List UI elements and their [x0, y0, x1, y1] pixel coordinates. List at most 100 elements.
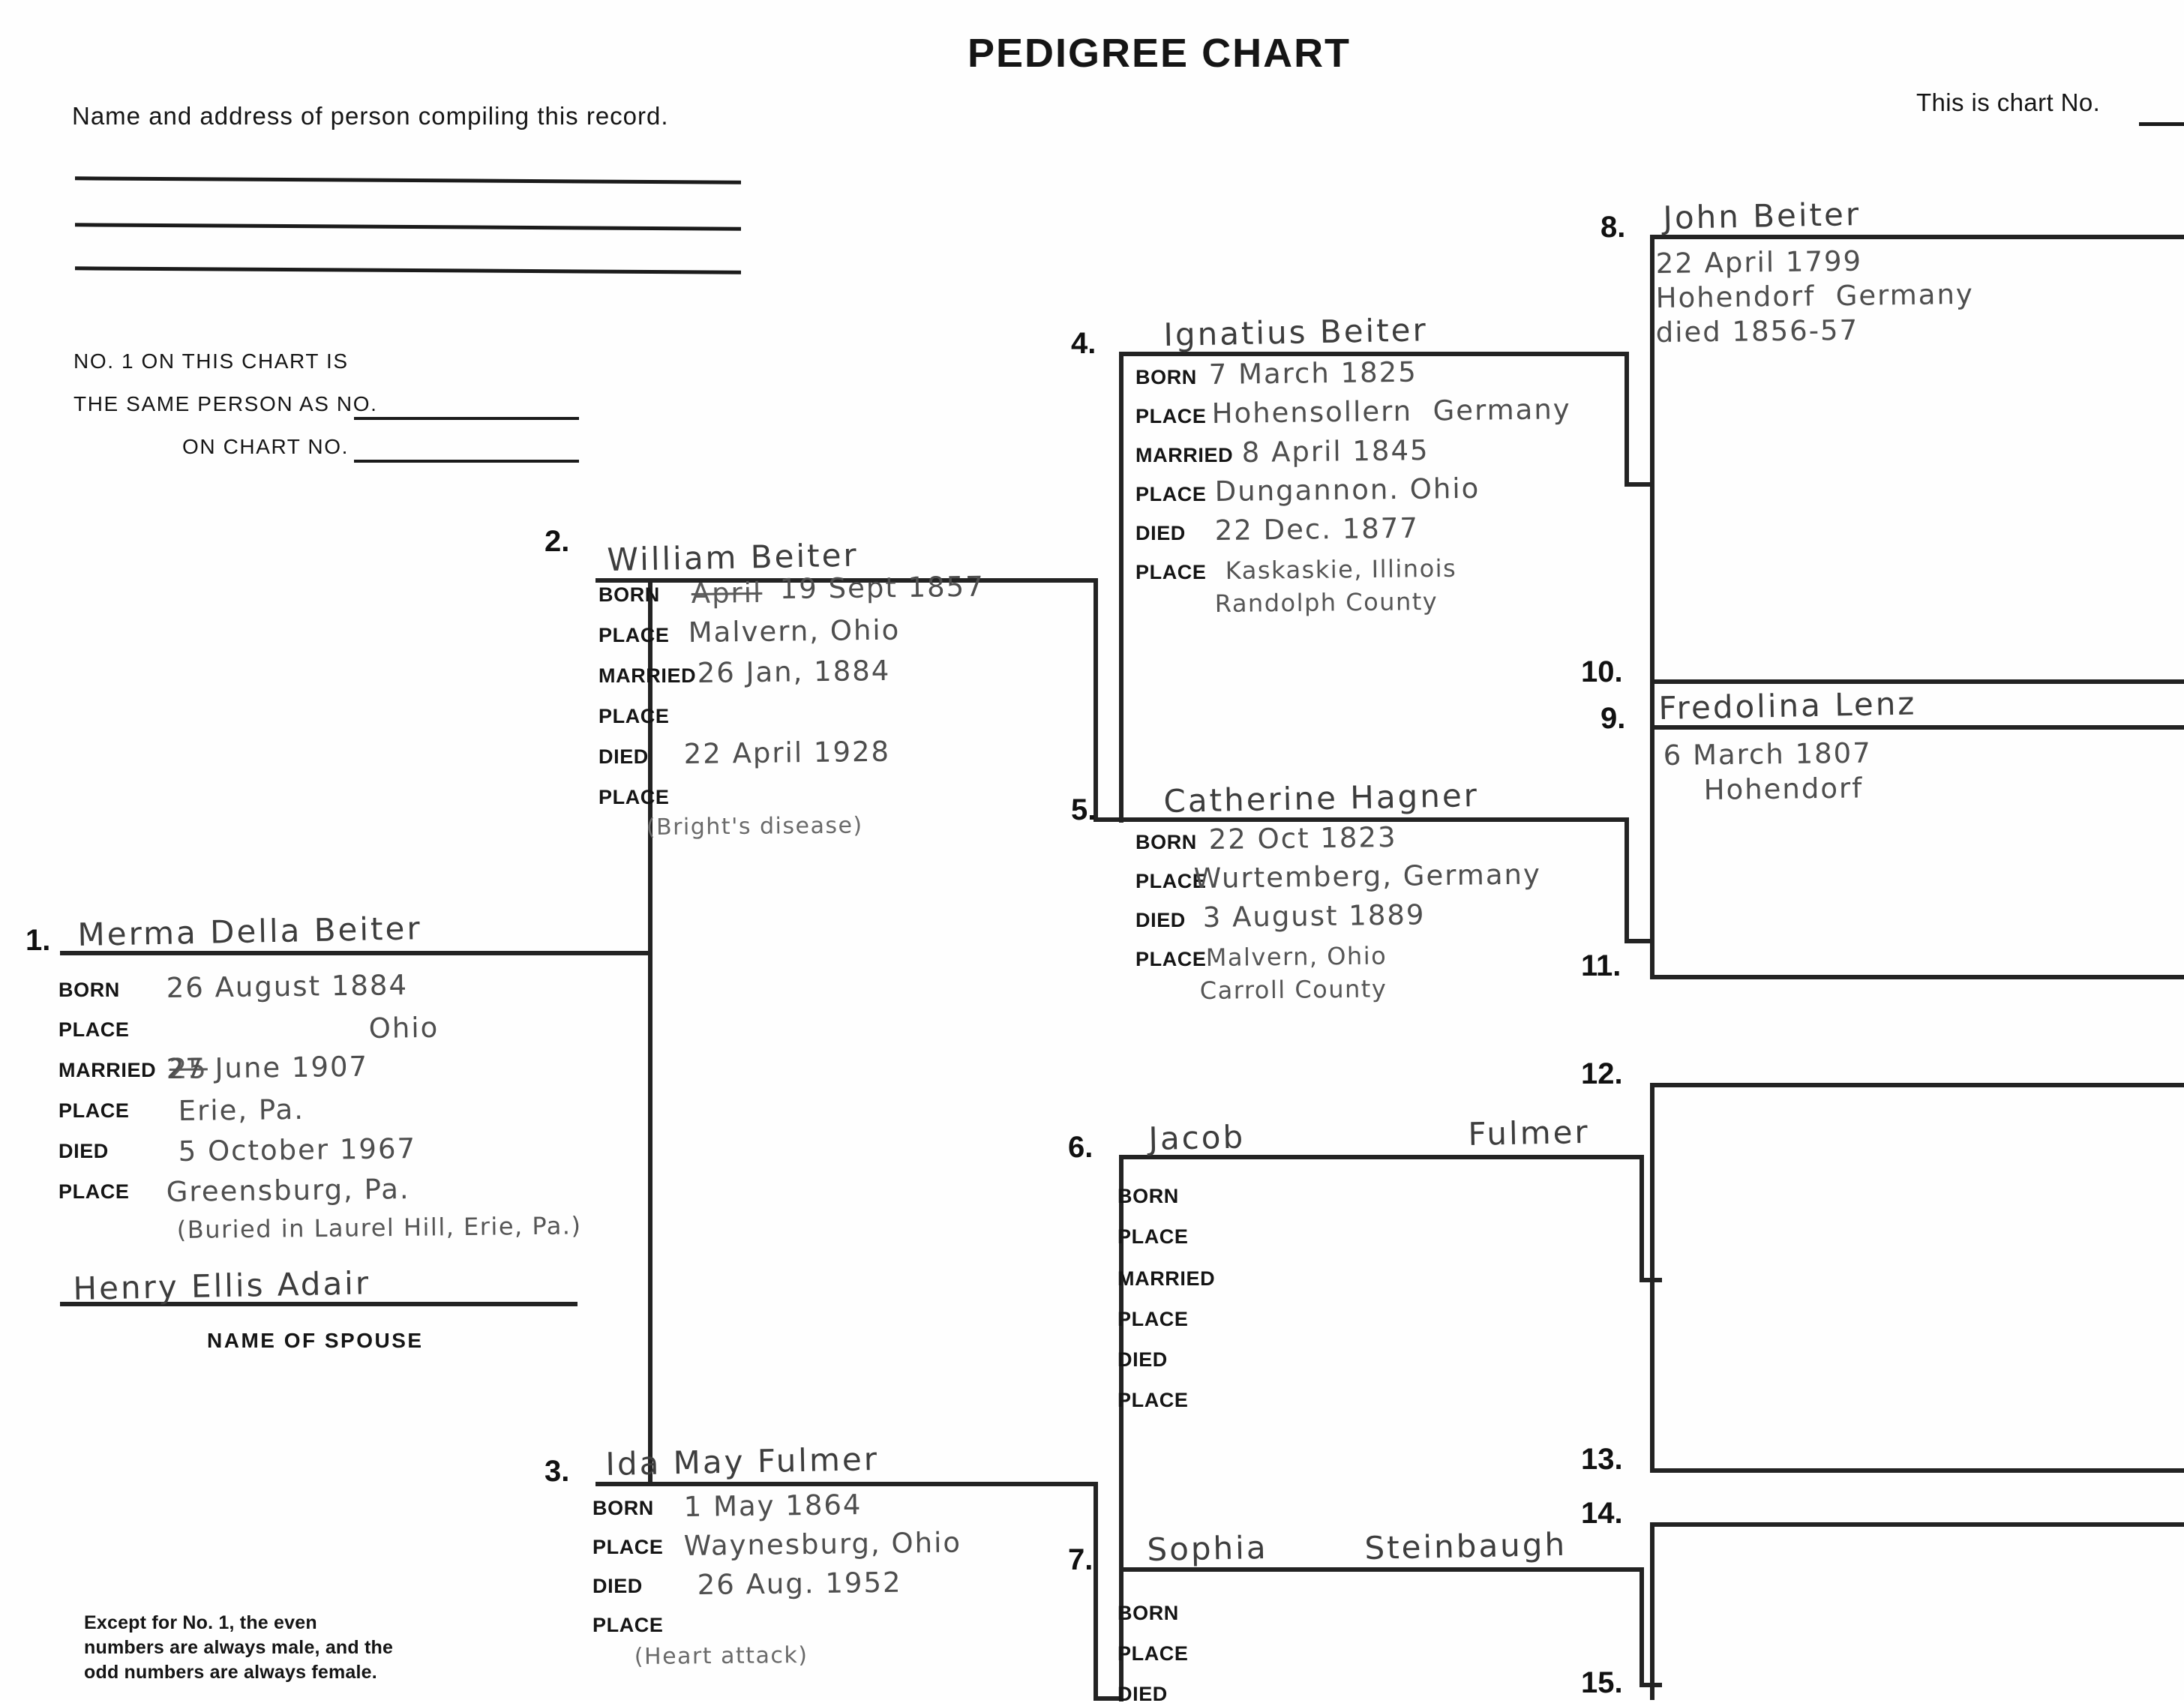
person-7-top-rule — [1119, 1567, 1644, 1572]
label-place-1: PLACE — [1136, 870, 1207, 892]
person-8-line-2[interactable]: Hohendorf Germany — [1655, 277, 1975, 314]
person-5-birth-place[interactable]: Wurtemberg, Germany — [1193, 858, 1542, 895]
label-died: DIED — [1118, 1683, 1168, 1705]
index-number-5: 5. — [1071, 793, 1096, 826]
person-6-name-last[interactable]: Fulmer — [1468, 1113, 1591, 1153]
person-2-note[interactable]: (Bright's disease) — [646, 812, 863, 841]
person-5-death-place-line2[interactable]: Carroll County — [1199, 974, 1388, 1005]
connector-7-vertical — [1640, 1567, 1644, 1687]
label-place-1: PLACE — [58, 1018, 130, 1041]
person-4-birth-place[interactable]: Hohensollern Germany — [1211, 393, 1571, 430]
person-5-died[interactable]: 3 August 1889 — [1202, 898, 1426, 934]
index-number-14: 14. — [1581, 1497, 1623, 1530]
compiler-line-2[interactable] — [74, 223, 742, 231]
compiler-line-3[interactable] — [74, 266, 742, 274]
person-5-name[interactable]: Catherine Hagner — [1163, 776, 1480, 820]
person-1-marriage-place[interactable]: Erie, Pa. — [178, 1093, 305, 1127]
person-12-top-rule — [1650, 1083, 2184, 1087]
person-2-died[interactable]: 22 April 1928 — [683, 735, 891, 770]
chart-no-label: This is chart No. — [1916, 88, 2101, 116]
person-10-top-rule — [1650, 679, 2184, 684]
connector-4-vertical — [1624, 352, 1629, 487]
person-4-died[interactable]: 22 Dec. 1877 — [1214, 511, 1420, 547]
person-2-born[interactable]: 19 Sept 1857 — [779, 570, 985, 605]
on-chart-no-blank[interactable] — [354, 460, 579, 463]
person-14-top-rule — [1650, 1522, 2184, 1527]
index-number-6: 6. — [1068, 1131, 1094, 1164]
label-place-2: PLACE — [598, 705, 670, 727]
person-6-name-first[interactable]: Jacob — [1148, 1118, 1246, 1157]
person-7-name-first[interactable]: Sophia — [1147, 1528, 1269, 1568]
index-number-4: 4. — [1071, 327, 1096, 360]
person-4-death-place-line2[interactable]: Randolph County — [1214, 586, 1438, 618]
person-4-name[interactable]: Ignatius Beiter — [1163, 311, 1429, 353]
person-3-born[interactable]: 1 May 1864 — [683, 1489, 862, 1523]
person-8-name[interactable]: John Beiter — [1663, 195, 1862, 236]
label-died: DIED — [598, 745, 649, 768]
index-number-11: 11. — [1581, 949, 1622, 982]
label-died: DIED — [1118, 1348, 1168, 1371]
label-place-1: PLACE — [592, 1536, 664, 1558]
index-number-9: 9. — [1600, 702, 1626, 735]
person-1-spouse-name[interactable]: Henry Ellis Adair — [73, 1264, 371, 1307]
label-born: BORN — [58, 979, 120, 1001]
person-1-death-place-note[interactable]: (Buried in Laurel Hill, Erie, Pa.) — [176, 1211, 582, 1244]
person-8-line-1[interactable]: 22 April 1799 — [1655, 244, 1863, 280]
label-place-3: PLACE — [1136, 561, 1207, 583]
person-1-died[interactable]: 5 October 1967 — [178, 1132, 417, 1168]
same-person-line-2: THE SAME PERSON AS NO. — [74, 392, 378, 415]
person-7-name-last[interactable]: Steinbaugh — [1364, 1525, 1568, 1567]
index-number-2: 2. — [544, 525, 570, 558]
person-2-birth-place[interactable]: Malvern, Ohio — [688, 613, 901, 649]
label-born: BORN — [592, 1497, 654, 1519]
label-born: BORN — [598, 583, 660, 606]
person-3-note[interactable]: (Heart attack) — [634, 1642, 808, 1670]
bracket-10-11-vertical — [1650, 679, 1654, 979]
chart-no-blank[interactable] — [2139, 122, 2184, 126]
label-born: BORN — [1118, 1602, 1179, 1624]
person-1-married[interactable]: 27 June 1907 — [166, 1050, 369, 1085]
person-3-name[interactable]: Ida May Fulmer — [605, 1441, 880, 1483]
person-4-marriage-place[interactable]: Dungannon. Ohio — [1214, 472, 1480, 508]
label-died: DIED — [1136, 522, 1186, 544]
person-1-spouse-rule — [60, 1302, 578, 1306]
person-9-line-2[interactable]: Hohendorf — [1703, 772, 1864, 806]
person-3-died[interactable]: 26 Aug. 1952 — [697, 1566, 902, 1601]
connector-4-to-8-9 — [1624, 482, 1654, 487]
person-5-death-place[interactable]: Malvern, Ohio — [1205, 941, 1388, 972]
person-4-married[interactable]: 8 April 1845 — [1241, 433, 1430, 469]
person-8-line-3[interactable]: died 1856-57 — [1655, 313, 1859, 349]
label-place-3: PLACE — [58, 1180, 130, 1203]
bracket-8-9-vertical — [1650, 235, 1654, 730]
person-2-top-rule — [596, 578, 1098, 583]
connector-5-vertical — [1624, 817, 1629, 943]
person-9-name[interactable]: Fredolina Lenz — [1658, 685, 1917, 727]
label-place-3: PLACE — [598, 786, 670, 808]
person-1-born[interactable]: 26 August 1884 — [166, 969, 409, 1004]
bracket-6-7-vertical — [1119, 1155, 1124, 1702]
same-person-no-blank[interactable] — [354, 417, 579, 420]
person-2-married[interactable]: 26 Jan, 1884 — [697, 654, 891, 689]
person-4-born[interactable]: 7 March 1825 — [1208, 355, 1418, 391]
index-number-15: 15. — [1581, 1666, 1623, 1699]
compiler-line-1[interactable] — [74, 176, 742, 184]
label-place-1: PLACE — [1118, 1642, 1189, 1665]
person-1-name[interactable]: Merma Della Beiter — [77, 910, 423, 953]
index-number-8: 8. — [1600, 211, 1626, 244]
person-5-born[interactable]: 22 Oct 1823 — [1208, 820, 1397, 856]
label-place-3: PLACE — [1118, 1389, 1189, 1411]
person-2-born-struck[interactable]: April — [691, 576, 763, 610]
person-1-birth-place[interactable]: Ohio — [368, 1011, 440, 1045]
person-3-birth-place[interactable]: Waynesburg, Ohio — [683, 1526, 962, 1562]
label-died: DIED — [58, 1140, 109, 1162]
person-4-death-place[interactable]: Kaskaskie, Illinois — [1225, 553, 1457, 585]
person-3-top-rule — [596, 1482, 1098, 1486]
person-6-top-rule — [1119, 1155, 1644, 1159]
person-1-death-place[interactable]: Greensburg, Pa. — [166, 1173, 410, 1208]
connector-6-vertical — [1640, 1155, 1644, 1282]
person-5-top-rule — [1119, 817, 1629, 822]
same-person-line-3: ON CHART NO. — [182, 435, 349, 458]
person-9-line-1[interactable]: 6 March 1807 — [1663, 736, 1872, 772]
connector-2-vertical — [1094, 578, 1098, 822]
